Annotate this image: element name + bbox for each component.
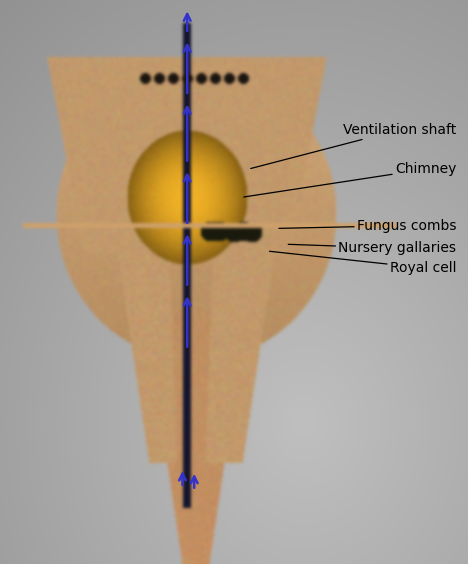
Text: Nursery gallaries: Nursery gallaries bbox=[288, 241, 456, 255]
Text: Ventilation shaft: Ventilation shaft bbox=[251, 123, 456, 169]
Text: Fungus combs: Fungus combs bbox=[279, 219, 456, 232]
Text: Chimney: Chimney bbox=[244, 162, 456, 197]
Text: Royal cell: Royal cell bbox=[270, 252, 456, 275]
